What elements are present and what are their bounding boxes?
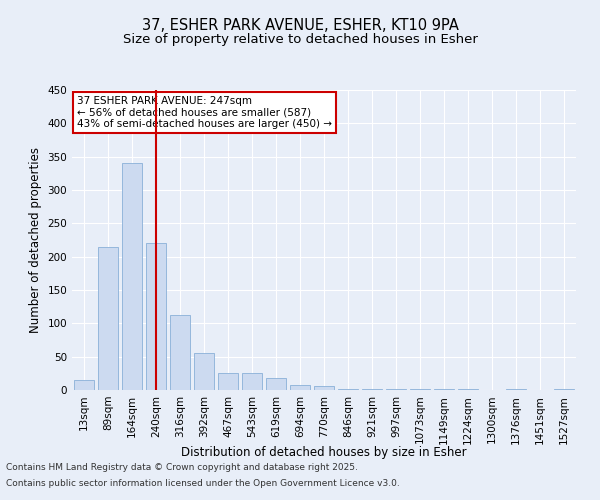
Bar — [218, 374, 238, 390]
X-axis label: Distribution of detached houses by size in Esher: Distribution of detached houses by size … — [181, 446, 467, 460]
Text: Contains HM Land Registry data © Crown copyright and database right 2025.: Contains HM Land Registry data © Crown c… — [6, 464, 358, 472]
Bar — [98, 246, 118, 390]
Bar — [290, 384, 310, 390]
Bar — [122, 164, 142, 390]
Bar — [146, 244, 166, 390]
Bar — [266, 378, 286, 390]
Bar — [170, 316, 190, 390]
Bar — [194, 354, 214, 390]
Bar — [242, 374, 262, 390]
Bar — [74, 380, 94, 390]
Y-axis label: Number of detached properties: Number of detached properties — [29, 147, 42, 333]
Text: 37 ESHER PARK AVENUE: 247sqm
← 56% of detached houses are smaller (587)
43% of s: 37 ESHER PARK AVENUE: 247sqm ← 56% of de… — [77, 96, 332, 129]
Text: 37, ESHER PARK AVENUE, ESHER, KT10 9PA: 37, ESHER PARK AVENUE, ESHER, KT10 9PA — [142, 18, 458, 32]
Text: Size of property relative to detached houses in Esher: Size of property relative to detached ho… — [122, 32, 478, 46]
Text: Contains public sector information licensed under the Open Government Licence v3: Contains public sector information licen… — [6, 478, 400, 488]
Bar — [314, 386, 334, 390]
